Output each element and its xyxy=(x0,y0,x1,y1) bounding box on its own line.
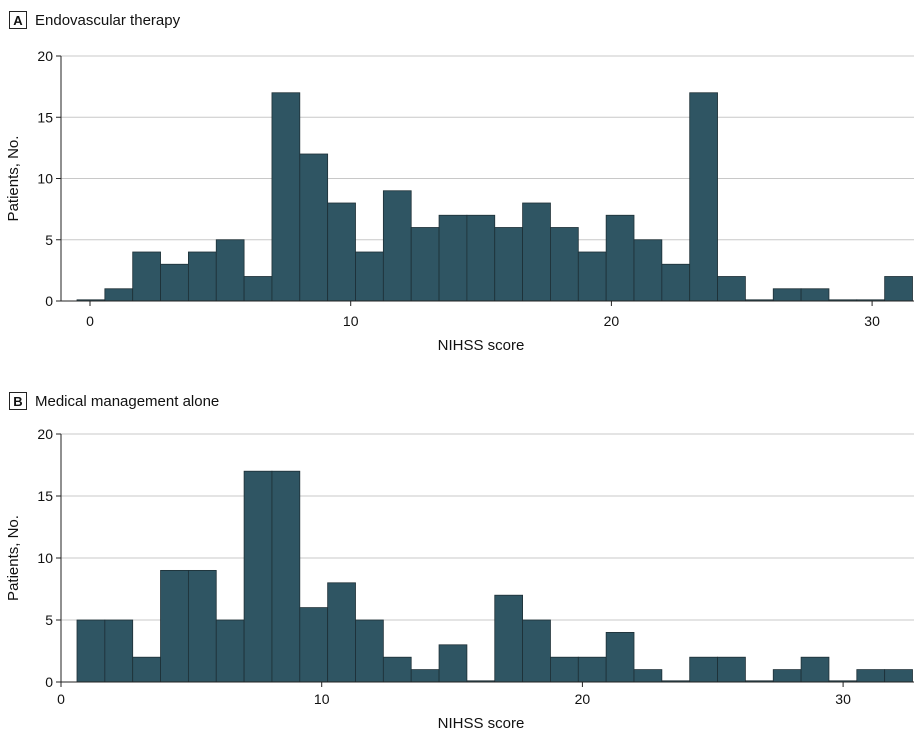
bar xyxy=(327,202,356,302)
y-tick-label: 15 xyxy=(37,109,53,125)
bar xyxy=(633,239,663,302)
panel-a-chart: 0 5 10 15 20 0 10 20 30 NIHSS score Patients, No. xyxy=(5,48,914,354)
bar xyxy=(577,656,607,683)
bar xyxy=(243,276,273,302)
x-tick-label: 10 xyxy=(343,313,359,329)
bar xyxy=(299,153,329,302)
bar xyxy=(160,569,189,683)
bar xyxy=(689,92,718,302)
bar xyxy=(299,607,329,683)
bar xyxy=(327,582,356,683)
y-tick-label: 15 xyxy=(37,488,53,504)
y-axis-label: Patients, No. xyxy=(5,515,22,601)
bar xyxy=(884,276,913,302)
bar xyxy=(271,470,301,683)
bar xyxy=(550,227,579,302)
bar xyxy=(800,656,830,683)
bar xyxy=(187,251,217,302)
bar xyxy=(717,656,746,683)
bar xyxy=(466,214,496,302)
bar xyxy=(382,190,412,302)
x-tick-label: 30 xyxy=(835,691,851,707)
bar xyxy=(438,214,468,302)
y-axis-label: Patients, No. xyxy=(5,136,22,222)
bar xyxy=(76,619,106,683)
bar xyxy=(494,227,524,302)
x-tick-label: 10 xyxy=(314,691,330,707)
bar xyxy=(132,251,161,302)
bar xyxy=(605,631,635,683)
x-tick-label: 20 xyxy=(575,691,591,707)
bar xyxy=(438,644,468,683)
bar xyxy=(410,669,440,683)
bar xyxy=(884,669,913,683)
panel-a-header: A Endovascular therapy xyxy=(9,11,180,29)
y-tick-label: 20 xyxy=(37,426,53,442)
bar xyxy=(633,669,663,683)
x-tick-label: 0 xyxy=(57,691,65,707)
bar xyxy=(689,656,718,683)
bar xyxy=(382,656,412,683)
y-tick-label: 20 xyxy=(37,48,53,64)
bar xyxy=(494,594,524,683)
y-tick-label: 0 xyxy=(45,293,53,309)
y-tick-label: 0 xyxy=(45,674,53,690)
panel-a-title: Endovascular therapy xyxy=(35,11,181,29)
bar xyxy=(104,619,134,683)
bar xyxy=(800,288,830,302)
bar xyxy=(772,288,802,302)
bar xyxy=(717,276,746,302)
bar xyxy=(271,92,301,302)
bar xyxy=(772,669,802,683)
y-tick-label: 10 xyxy=(37,550,53,566)
bar xyxy=(661,263,691,302)
bar xyxy=(132,656,161,683)
x-axis-label: NIHSS score xyxy=(438,715,525,732)
panel-a-letter: A xyxy=(9,11,27,29)
x-axis-label: NIHSS score xyxy=(438,337,525,354)
panel-b-header: B Medical management alone xyxy=(9,392,219,410)
y-tick-label: 5 xyxy=(45,232,53,248)
bar xyxy=(577,251,607,302)
bar xyxy=(104,288,134,302)
panel-b-title: Medical management alone xyxy=(35,392,220,410)
y-tick-label: 10 xyxy=(37,171,53,187)
bar xyxy=(355,251,384,302)
bar xyxy=(355,619,384,683)
x-tick-label: 0 xyxy=(86,313,94,329)
bar xyxy=(187,569,217,683)
bar xyxy=(522,202,551,302)
bar xyxy=(160,263,189,302)
bar xyxy=(550,656,579,683)
bar xyxy=(410,227,440,302)
bar xyxy=(605,214,635,302)
panel-b-chart: 0 5 10 15 20 0 10 20 30 NIHSS score Patients, No. xyxy=(5,426,914,732)
x-tick-label: 30 xyxy=(864,313,880,329)
x-tick-label: 20 xyxy=(604,313,620,329)
y-tick-label: 5 xyxy=(45,612,53,628)
bar xyxy=(243,470,273,683)
bar xyxy=(215,239,245,302)
bar xyxy=(215,619,245,683)
bar xyxy=(522,619,551,683)
bar xyxy=(856,669,886,683)
panel-b-letter: B xyxy=(9,392,27,410)
